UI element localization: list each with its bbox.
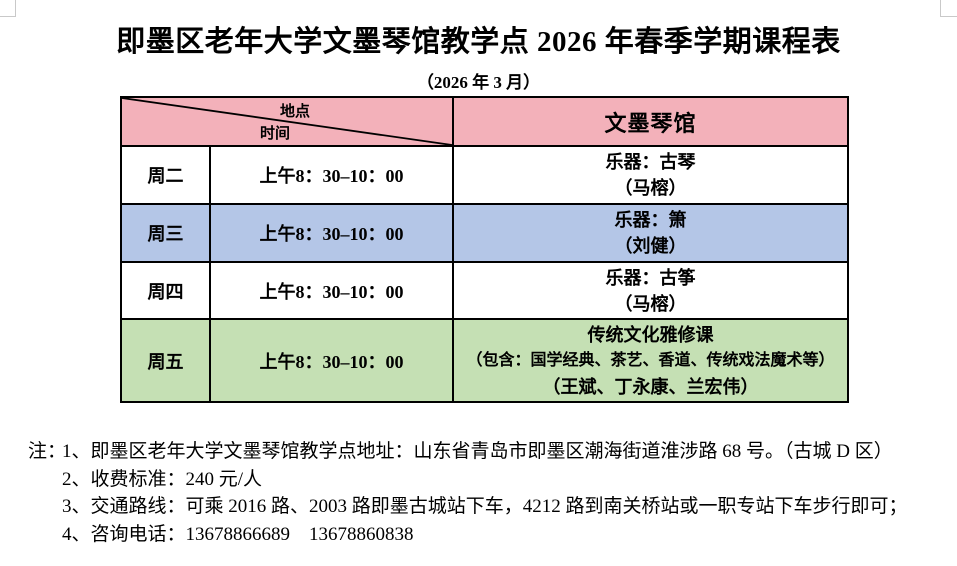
note-line-1: 注：1、即墨区老年大学文墨琴馆教学点地址：山东省青岛市即墨区潮海街道淮涉路 68… [28, 438, 908, 466]
page-subtitle: （2026 年 3 月） [416, 73, 541, 92]
table-row-tuesday: 周二 上午8：30–10：00 乐器：古琴 （马榕） [120, 145, 849, 205]
table-row-thursday: 周四 上午8：30–10：00 乐器：古筝 （马榕） [120, 261, 849, 320]
time-cell: 上午8：30–10：00 [209, 203, 454, 263]
course-cell: 乐器：古琴 （马榕） [452, 145, 849, 205]
table-row-wednesday: 周三 上午8：30–10：00 乐器：箫 （刘健） [120, 203, 849, 263]
course-name: 传统文化雅修课 [587, 324, 714, 345]
time-cell: 上午8：30–10：00 [209, 318, 454, 403]
note-line-3-transport: 3、交通路线：可乘 2016 路、2003 路即墨古城站下车，4212 路到南关… [62, 496, 908, 517]
course-schedule-table: 地点 时间 文墨琴馆 周二 上午8：30–10：00 乐器：古琴 （马榕） 周三… [120, 96, 849, 403]
table-row-friday: 周五 上午8：30–10：00 传统文化雅修课 （包含：国学经典、茶艺、香道、传… [120, 318, 849, 403]
notes-prefix: 注： [28, 441, 67, 462]
course-cell: 传统文化雅修课 （包含：国学经典、茶艺、香道、传统戏法魔术等） （王斌、丁永康、… [452, 318, 849, 403]
course-cell: 乐器：古筝 （马榕） [452, 261, 849, 320]
header-venue-cell: 文墨琴馆 [452, 96, 849, 147]
course-teacher: （马榕） [614, 178, 687, 198]
diagonal-divider-line [122, 98, 452, 145]
header-time-label: 时间 [259, 126, 291, 142]
day-cell: 周四 [120, 261, 211, 320]
course-name: 乐器：箫 [614, 210, 687, 230]
note-line-4-phone: 4、咨询电话：13678866689 13678860838 [62, 523, 414, 545]
course-name: 乐器：古筝 [605, 267, 696, 288]
header-corner-cell: 地点 时间 [120, 96, 454, 147]
note-line-2-fee: 2、收费标准：240 元/人 [62, 468, 263, 490]
course-teacher: （马榕） [614, 293, 687, 314]
course-name: 乐器：古琴 [605, 152, 696, 172]
header-place-label: 地点 [279, 104, 311, 120]
course-teacher: （刘健） [614, 236, 687, 256]
time-cell: 上午8：30–10：00 [209, 261, 454, 320]
day-cell: 周二 [120, 145, 211, 205]
course-teachers: （王斌、丁永康、兰宏伟） [542, 376, 759, 397]
page-title: 即墨区老年大学文墨琴馆教学点 2026 年春季学期课程表 [116, 26, 841, 58]
time-cell: 上午8：30–10：00 [209, 145, 454, 205]
day-cell: 周三 [120, 203, 211, 263]
course-cell: 乐器：箫 （刘健） [452, 203, 849, 263]
notes-block: 注：1、即墨区老年大学文墨琴馆教学点地址：山东省青岛市即墨区潮海街道淮涉路 68… [28, 438, 908, 548]
course-contents: （包含：国学经典、茶艺、香道、传统戏法魔术等） [466, 351, 835, 369]
note-address: 1、即墨区老年大学文墨琴馆教学点地址：山东省青岛市即墨区潮海街道淮涉路 68 号… [62, 441, 893, 462]
table-header-row: 地点 时间 文墨琴馆 [120, 96, 849, 147]
day-cell: 周五 [120, 318, 211, 403]
